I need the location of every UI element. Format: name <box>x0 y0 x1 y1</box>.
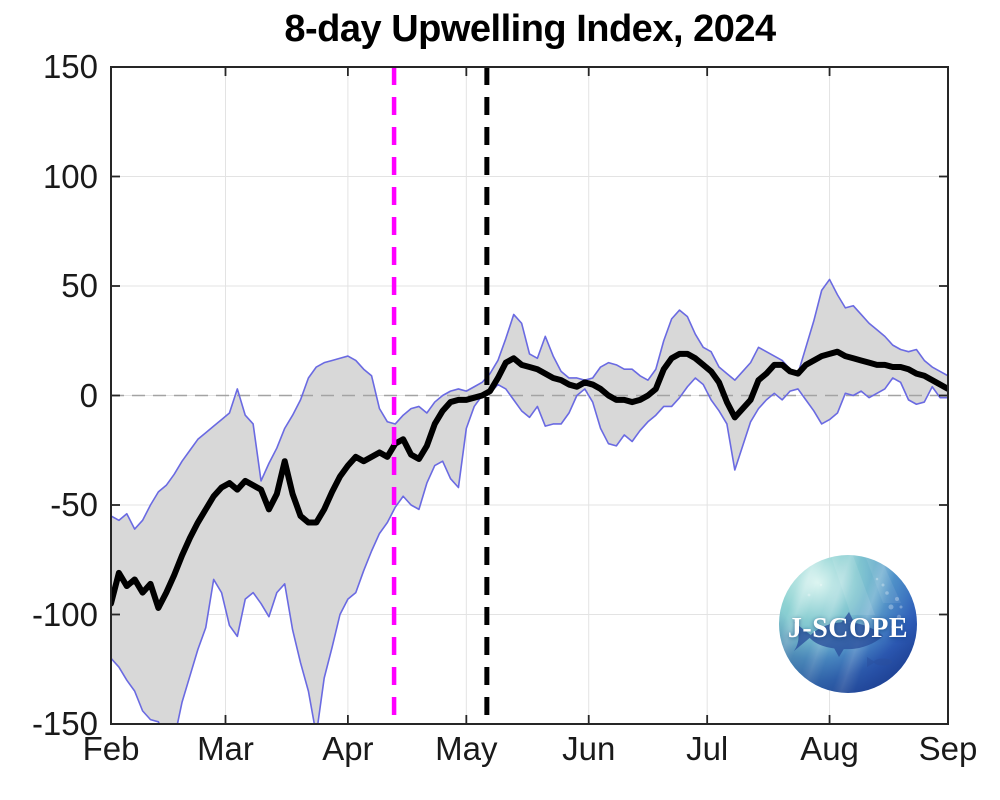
envelope-lower-line <box>111 377 948 724</box>
y-tick-label: 50 <box>61 267 98 304</box>
light-ray <box>830 555 875 615</box>
jscope-logo-text: J-SCOPE <box>787 612 909 644</box>
ensemble-mean-line <box>111 348 948 611</box>
x-tick-label: Sep <box>918 730 978 767</box>
fish-icon <box>794 612 883 657</box>
y-tick-label: -100 <box>31 595 98 633</box>
small-fish-icon <box>867 657 892 667</box>
y-tick-label: -150 <box>31 705 98 742</box>
ocean-fish-art <box>794 555 903 667</box>
x-tick-label: Jul <box>686 730 729 767</box>
ensemble-band <box>111 279 948 724</box>
x-tick-label: May <box>435 730 498 767</box>
y-tick-label: -50 <box>50 486 98 523</box>
x-tick-label: Mar <box>197 730 254 767</box>
x-tick-label: Apr <box>322 730 374 767</box>
bubbles <box>807 577 903 629</box>
x-tick-label: Aug <box>800 730 859 767</box>
envelope-upper-line <box>111 278 948 530</box>
chart-title: 8-day Upwelling Index, 2024 <box>284 8 776 50</box>
light-ray <box>864 555 901 603</box>
x-tick-label: Feb <box>82 730 140 767</box>
y-tick-label: 0 <box>79 376 98 414</box>
jscope-logo: J-SCOPE <box>779 555 917 693</box>
plot-layer <box>111 278 948 724</box>
y-tick-label: 100 <box>42 157 98 195</box>
x-tick-label: Jun <box>562 730 616 767</box>
y-tick-label: 150 <box>42 48 98 85</box>
